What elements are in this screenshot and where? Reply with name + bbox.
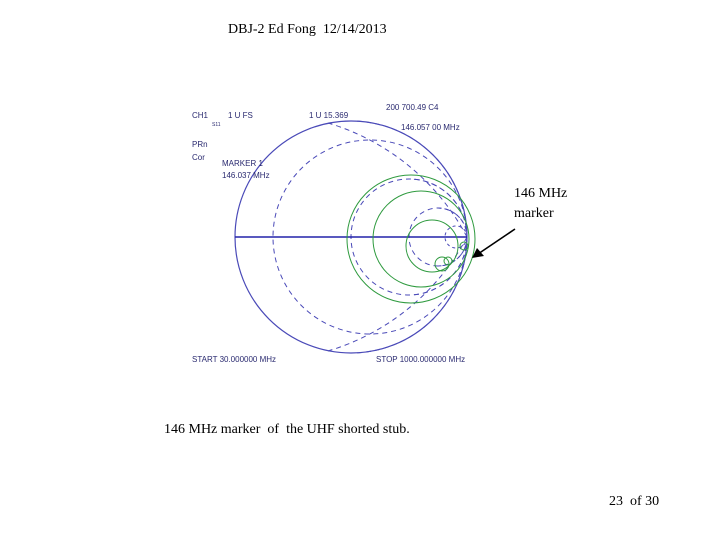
screen-cor-label: Cor [192,153,205,162]
trace-small-loop [405,219,459,273]
screen-power-label: PRn [192,140,208,149]
smith-reactance-arc [437,236,468,267]
screen-marker-value: 1 U 15.369 [309,111,349,120]
page-number: 23 of 30 [609,494,660,509]
figure-caption: 146 MHz marker of the UHF shorted stub. [164,422,410,437]
smith-chart-screen: CH1 S11 1 U FS 1 U 15.369 200 700.49 C4 … [192,103,476,364]
annotation-line-1: 146 MHz [514,186,568,201]
smith-reactance-arc [437,207,468,238]
trace-large-loop [346,174,476,304]
screen-start-label: START 30.000000 MHz [192,355,276,364]
smith-reactance-arc [327,122,468,238]
screen-freq-right: 146.057 00 MHz [401,123,460,132]
screen-marker-freq: 146.037 MHz [222,171,270,180]
header-text: DBJ-2 Ed Fong 12/14/2013 [228,22,387,37]
marker-arrow-icon [472,228,516,258]
trace-tiny-loop [443,256,453,266]
screen-ch-label: CH1 [192,111,209,120]
marker-annotation: 146 MHz marker [514,184,567,224]
screen-sweep-top: 200 700.49 C4 [386,103,439,112]
smith-reactance-arc [408,236,468,296]
screen-marker-label: MARKER 1 [222,159,263,168]
screen-stop-label: STOP 1000.000000 MHz [376,355,465,364]
smith-reactance-arc [350,236,468,354]
smith-reactance-arc [350,120,468,238]
trace-mid-loop [372,190,470,288]
trace-end-loop [459,241,469,251]
annotation-line-2: marker [514,206,554,221]
screen-format-label: 1 U FS [228,111,253,120]
trace-tiny-loop [434,256,450,272]
screen-s11-label: S11 [212,122,221,128]
smith-reactance-arc [408,178,468,238]
